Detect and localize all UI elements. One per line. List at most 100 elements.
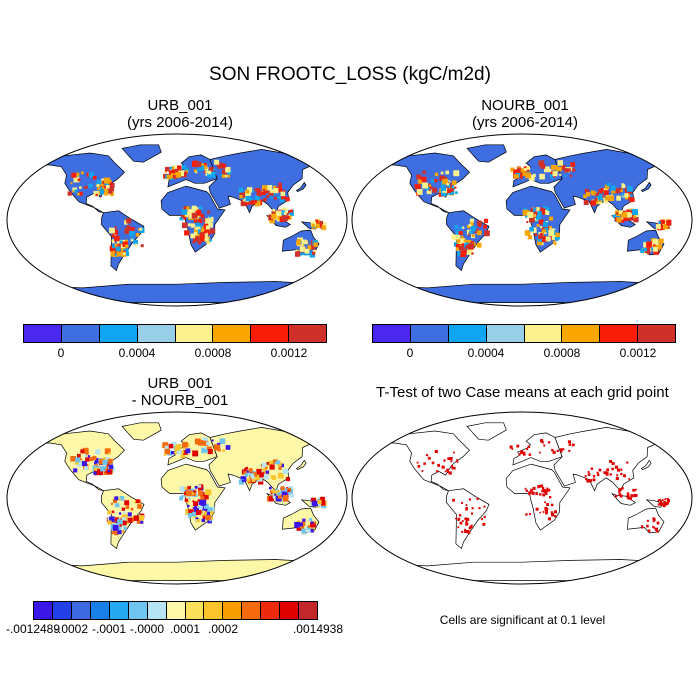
continent-jp (640, 459, 652, 471)
grid-cell (105, 470, 108, 474)
grid-cell (285, 213, 289, 216)
grid-cell (102, 459, 108, 465)
colorbar-diff-swatch (261, 602, 281, 619)
grid-cell (193, 231, 198, 236)
grid-cell (428, 188, 431, 191)
grid-cell (652, 520, 655, 523)
grid-cell (257, 476, 263, 482)
colorbar-nourb-tick-label: 0.0008 (543, 346, 581, 360)
grid-cell (305, 252, 309, 256)
grid-cell (108, 464, 114, 469)
grid-cell (103, 463, 108, 469)
grid-cell (590, 467, 594, 470)
colorbar-nourb-swatch (600, 325, 639, 342)
colorbar-urb-tick-label: 0.0004 (118, 346, 156, 360)
grid-cell (483, 218, 489, 223)
grid-cell (447, 471, 450, 473)
grid-cell (557, 160, 563, 166)
grid-cell (288, 210, 291, 213)
grid-cell (632, 209, 638, 215)
grid-cell (652, 525, 655, 528)
grid-cell (184, 167, 189, 172)
colorbar-diff-swatch (166, 602, 186, 619)
continent-an (32, 281, 324, 303)
grid-cell (123, 526, 127, 530)
grid-cell (633, 493, 637, 498)
grid-cell (455, 191, 458, 194)
grid-cell (455, 517, 457, 520)
grid-cell (109, 191, 114, 196)
grid-cell (80, 171, 84, 175)
grid-cell (85, 457, 90, 462)
continent-gl (466, 422, 507, 441)
grid-cell (109, 227, 115, 234)
grid-cell (444, 185, 450, 190)
grid-cell (517, 168, 523, 174)
grid-cell (594, 200, 598, 205)
grid-cell (241, 480, 244, 483)
grid-cell (67, 191, 72, 196)
grid-cell (606, 468, 609, 472)
grid-cell (540, 439, 544, 443)
grid-cell (614, 465, 619, 469)
grid-cell (278, 185, 282, 189)
grid-cell (239, 195, 243, 199)
grid-cell (591, 191, 596, 196)
grid-cell (483, 515, 486, 519)
grid-cell (271, 489, 275, 493)
grid-cell (107, 520, 112, 525)
grid-cell (111, 239, 115, 243)
grid-cell (454, 186, 457, 189)
grid-cell (245, 189, 250, 194)
grid-cell (112, 229, 118, 235)
grid-cell (524, 230, 531, 236)
grid-cell (600, 189, 603, 193)
grid-cell (550, 171, 554, 175)
grid-cell (299, 246, 306, 252)
grid-cell (209, 239, 212, 242)
grid-cell (530, 489, 533, 493)
grid-cell (643, 242, 649, 248)
grid-cell (192, 490, 195, 493)
grid-cell (119, 240, 123, 244)
grid-cell (471, 226, 477, 232)
grid-cell (321, 225, 326, 231)
grid-cell (123, 248, 129, 254)
grid-cell (532, 214, 536, 218)
grid-cell (551, 235, 557, 240)
grid-cell (125, 505, 130, 510)
grid-cell (544, 490, 547, 494)
grid-cell (193, 169, 197, 173)
grid-cell (469, 222, 474, 226)
grid-cell (73, 176, 80, 183)
grid-cell (192, 240, 196, 244)
grid-cell (285, 488, 288, 491)
continent-jp (295, 459, 307, 471)
grid-cell (207, 216, 214, 223)
grid-cell (660, 219, 665, 225)
grid-cell (451, 234, 457, 240)
grid-cell (464, 517, 468, 521)
grid-cell (664, 498, 667, 501)
grid-cell (301, 528, 306, 534)
grid-cell (541, 226, 547, 232)
grid-cell (518, 453, 521, 456)
grid-cell (658, 221, 661, 224)
grid-cell (624, 212, 631, 218)
grid-cell (204, 163, 207, 166)
grid-cell (268, 460, 274, 466)
grid-cell (626, 492, 630, 495)
grid-cell (525, 170, 530, 175)
grid-cell (254, 200, 261, 207)
grid-cell (89, 457, 94, 462)
grid-cell (269, 190, 274, 196)
grid-cell (114, 496, 119, 501)
grid-cell (251, 476, 256, 480)
grid-cell (434, 179, 438, 183)
grid-cell (520, 170, 526, 176)
grid-cell (596, 471, 599, 474)
grid-cell (192, 507, 195, 510)
grid-cell (179, 486, 186, 492)
grid-cell (468, 498, 471, 501)
grid-cell (98, 469, 101, 472)
